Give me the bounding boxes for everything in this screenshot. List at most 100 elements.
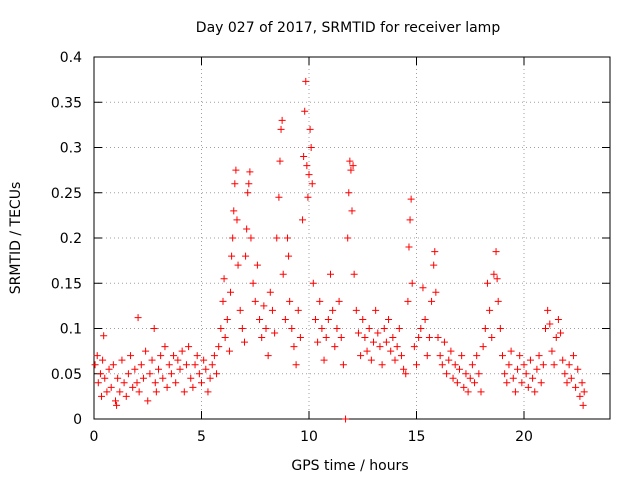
- data-point: [285, 252, 293, 260]
- data-point: [178, 347, 186, 355]
- data-point: [516, 352, 524, 360]
- data-point: [544, 306, 552, 314]
- data-point: [243, 225, 251, 233]
- data-point: [567, 374, 575, 382]
- data-point: [354, 329, 362, 337]
- data-point: [481, 325, 489, 332]
- data-point: [144, 397, 152, 405]
- data-point: [112, 397, 119, 405]
- data-point: [406, 216, 414, 224]
- data-point: [468, 361, 476, 369]
- data-point: [349, 162, 357, 170]
- data-point: [277, 125, 285, 133]
- data-point: [501, 370, 509, 378]
- data-point: [346, 157, 354, 165]
- data-point: [189, 383, 197, 391]
- data-point: [213, 370, 221, 378]
- data-point: [231, 180, 239, 188]
- x-tick-label: 0: [90, 429, 99, 445]
- data-point: [129, 383, 137, 391]
- data-point: [300, 153, 308, 161]
- data-point: [262, 325, 270, 332]
- data-point: [407, 195, 415, 203]
- data-point: [120, 379, 128, 387]
- data-point: [292, 361, 300, 369]
- data-point: [404, 297, 412, 305]
- y-tick-label: 0.2: [60, 231, 82, 247]
- data-point: [200, 356, 208, 364]
- x-tick-label: 15: [408, 429, 426, 445]
- data-point: [204, 388, 212, 396]
- data-point: [217, 325, 225, 332]
- data-point: [511, 388, 519, 396]
- data-point: [137, 361, 145, 369]
- data-point: [554, 315, 562, 323]
- data-point: [275, 193, 283, 201]
- data-point: [93, 352, 101, 360]
- data-point: [229, 234, 237, 242]
- data-point: [339, 361, 347, 369]
- data-point: [124, 370, 132, 378]
- data-point: [309, 279, 317, 287]
- data-point: [372, 306, 380, 314]
- data-point: [376, 343, 384, 351]
- data-point: [301, 107, 309, 115]
- data-point: [260, 302, 268, 310]
- data-point: [151, 379, 159, 387]
- data-point: [535, 352, 543, 360]
- data-point: [550, 361, 558, 369]
- data-point: [361, 334, 369, 342]
- data-point: [155, 365, 162, 373]
- data-point: [148, 356, 156, 364]
- data-point: [146, 370, 154, 378]
- data-point: [107, 383, 115, 391]
- data-point: [161, 343, 169, 351]
- data-point: [103, 388, 111, 396]
- data-point: [563, 379, 571, 387]
- data-point: [288, 325, 296, 332]
- data-point: [494, 297, 502, 305]
- data-point: [514, 365, 522, 373]
- data-point: [546, 320, 554, 328]
- data-point: [135, 388, 143, 396]
- data-point: [475, 370, 483, 378]
- data-point: [447, 347, 455, 355]
- data-point: [466, 374, 474, 382]
- data-point: [569, 352, 577, 360]
- data-point: [232, 166, 240, 174]
- data-point: [380, 325, 388, 332]
- data-point: [258, 334, 266, 342]
- data-point: [279, 270, 287, 278]
- data-point: [479, 343, 487, 351]
- data-point: [434, 334, 442, 342]
- data-point: [503, 379, 511, 387]
- data-point: [206, 374, 214, 382]
- data-point: [578, 379, 586, 387]
- data-point: [276, 157, 284, 165]
- data-point: [522, 370, 530, 378]
- data-point: [311, 315, 319, 323]
- data-point: [443, 370, 451, 378]
- data-point: [524, 383, 532, 391]
- data-point: [233, 216, 241, 224]
- data-point: [552, 334, 560, 342]
- data-point: [385, 315, 393, 323]
- data-point: [210, 352, 218, 360]
- data-point: [134, 314, 142, 322]
- data-point: [167, 370, 175, 378]
- data-point: [419, 284, 427, 292]
- y-tick-label: 0.1: [60, 322, 82, 338]
- data-point: [281, 315, 289, 323]
- data-point: [109, 361, 117, 369]
- y-tick-label: 0: [73, 412, 82, 428]
- data-point: [456, 365, 463, 373]
- data-point: [477, 388, 485, 396]
- data-point: [365, 325, 373, 332]
- x-tick-label: 5: [197, 429, 206, 445]
- grid-lines: [94, 57, 610, 419]
- data-point: [533, 365, 541, 373]
- y-tick-label: 0.05: [51, 367, 82, 383]
- data-point: [345, 189, 353, 197]
- data-point: [208, 361, 216, 369]
- data-point: [133, 379, 141, 387]
